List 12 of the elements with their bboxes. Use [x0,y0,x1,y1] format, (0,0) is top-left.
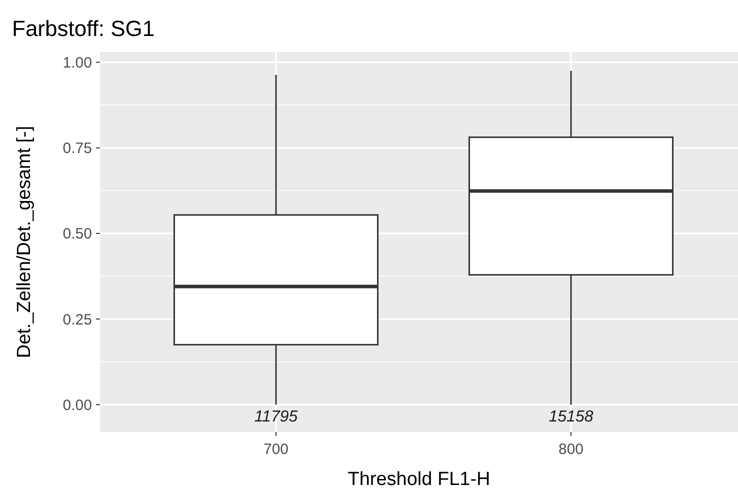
chart-title: Farbstoff: SG1 [12,16,155,41]
y-tick-label: 0.25 [62,311,92,328]
y-tick-label: 0.75 [62,140,92,158]
x-tick-label: 700 [263,441,289,458]
x-axis-title: Threshold FL1-H [348,469,490,490]
annotation: 11795 [254,408,298,426]
y-axis-title: Det._Zellen/Det._gesamt [-] [14,126,35,358]
y-tick-label: 0.00 [62,396,92,414]
y-tick-label: 0.50 [62,226,92,243]
annotation: 15158 [548,408,594,426]
x-tick-label: 800 [558,441,584,458]
y-tick-label: 1.00 [62,54,92,72]
